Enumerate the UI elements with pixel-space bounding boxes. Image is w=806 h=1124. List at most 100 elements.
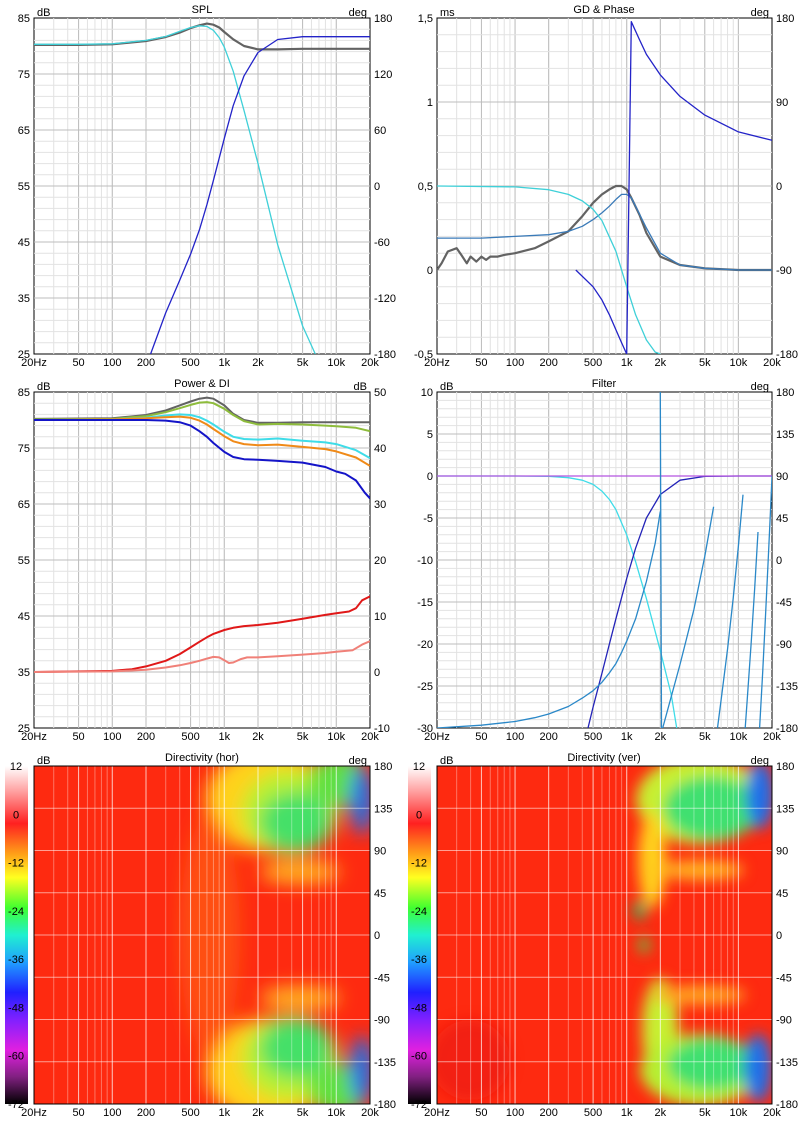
x-tick-label: 5k (297, 1107, 309, 1119)
series-line-2 (34, 25, 316, 354)
x-tick-label: 20k (763, 731, 781, 743)
x-tick-label: 500 (181, 731, 199, 743)
directivity-hor-colorbar (5, 766, 28, 1104)
y2-tick-label: -120 (374, 293, 396, 305)
series-line-4 (437, 511, 661, 728)
y-tick-label: 55 (18, 555, 30, 567)
y2-tick-label: 90 (776, 471, 788, 483)
y2-tick-label: 45 (776, 513, 788, 525)
y2-tick-label: 0 (374, 930, 380, 942)
power-di-series (34, 396, 370, 673)
series-line-2 (34, 401, 370, 433)
y-tick-label: 85 (18, 13, 30, 25)
x-tick-label: 1k (218, 357, 230, 369)
x-tick-label: 20k (361, 357, 379, 369)
y-tick-label: 45 (18, 237, 30, 249)
y2-tick-label: -45 (776, 972, 792, 984)
x-tick-label: 5k (297, 357, 309, 369)
series-line-6 (662, 506, 715, 728)
x-tick-label: 5k (699, 1107, 711, 1119)
x-tick-label: 20k (361, 731, 379, 743)
y-tick-label: 35 (18, 667, 30, 679)
y-tick-label: -25 (417, 681, 433, 693)
x-tick-label: 1k (621, 357, 633, 369)
y2-tick-label: -60 (374, 237, 390, 249)
colorbar-tick-label: 12 (413, 761, 425, 773)
y2-tick-label: 135 (776, 803, 794, 815)
directivity-ver-right-unit: deg (751, 755, 769, 767)
series-line-3 (437, 185, 661, 354)
y2-tick-label: 40 (374, 443, 386, 455)
y-tick-label: 45 (18, 611, 30, 623)
y2-tick-label: -45 (776, 597, 792, 609)
spl-panel: 20Hz 50 100 200 500 1k 2k 5k 10k 20k 25 35 45 55 65 75 8… (18, 4, 396, 369)
y2-tick-label: 0 (374, 667, 380, 679)
y2-tick-label: 45 (374, 888, 386, 900)
x-tick-label: 10k (730, 1107, 748, 1119)
y-tick-label: 5 (427, 429, 433, 441)
x-tick-label: 50 (475, 1107, 487, 1119)
x-tick-label: 100 (103, 1107, 121, 1119)
y2-tick-label: 180 (776, 761, 794, 773)
x-tick-label: 5k (297, 731, 309, 743)
x-tick-label: 20k (361, 1107, 379, 1119)
y2-tick-label: -135 (776, 681, 798, 693)
y2-tick-label: -135 (776, 1057, 798, 1069)
x-tick-label: 100 (506, 731, 524, 743)
y-tick-label: 65 (18, 125, 30, 137)
y2-tick-label: 60 (374, 125, 386, 137)
x-tick-label: 10k (730, 357, 748, 369)
filter-ticks: 20Hz 50 100 200 500 1k 2k 5k 10k 20k-30-25-20-15-… (417, 387, 798, 743)
gd-phase-right-unit: deg (751, 7, 769, 19)
colorbar-tick-label: -36 (411, 954, 427, 966)
directivity-hor-panel: 20Hz 50 100 200 500 1k 2k 5k 10k 20k-180 -135 -90 -4… (5, 752, 396, 1119)
x-tick-label: 50 (72, 731, 84, 743)
y-tick-label: 10 (421, 387, 433, 399)
y2-tick-label: -90 (374, 1015, 390, 1027)
x-tick-label: 500 (584, 357, 602, 369)
y2-tick-label: -90 (776, 265, 792, 277)
gd-phase-title: GD & Phase (573, 4, 634, 16)
x-tick-label: 10k (730, 731, 748, 743)
x-tick-label: 20k (763, 1107, 781, 1119)
directivity-hor-right-unit: deg (349, 755, 367, 767)
spl-right-unit: deg (349, 7, 367, 19)
series-line-5 (34, 419, 370, 500)
x-tick-label: 200 (137, 357, 155, 369)
y2-tick-label: -10 (374, 723, 390, 735)
x-tick-label: 500 (181, 1107, 199, 1119)
directivity-hor-grid (34, 766, 370, 1104)
y2-tick-label: -90 (776, 639, 792, 651)
y2-tick-label: -135 (374, 1057, 396, 1069)
colorbar-tick-label: -72 (411, 1099, 427, 1111)
series-line-4 (34, 415, 370, 467)
y2-tick-label: -45 (374, 972, 390, 984)
y-tick-label: 55 (18, 181, 30, 193)
colorbar-tick-label: -72 (8, 1099, 24, 1111)
y2-tick-label: 90 (374, 846, 386, 858)
colorbar-tick-label: -60 (8, 1051, 24, 1063)
x-tick-label: 50 (72, 357, 84, 369)
power-di-right-unit: dB (354, 381, 367, 393)
y2-tick-label: 20 (374, 555, 386, 567)
x-tick-label: 20Hz (21, 357, 47, 369)
gd-phase-panel: 20Hz 50 100 200 500 1k 2k 5k 10k 20k -0,5 0 0,5 1 1,5 -… (414, 4, 798, 369)
colorbar-tick-label: 0 (416, 809, 422, 821)
x-tick-label: 200 (137, 1107, 155, 1119)
x-tick-label: 10k (327, 731, 345, 743)
series-line-5 (659, 392, 663, 728)
y2-tick-label: -180 (374, 1099, 396, 1111)
series-line-2 (437, 193, 772, 271)
x-tick-label: 1k (621, 731, 633, 743)
x-tick-label: 500 (584, 1107, 602, 1119)
y-tick-label: 1,5 (418, 13, 433, 25)
filter-title: Filter (592, 378, 617, 390)
y2-tick-label: -180 (776, 723, 798, 735)
y2-tick-label: -180 (374, 349, 396, 361)
x-tick-label: 50 (475, 357, 487, 369)
x-tick-label: 10k (327, 357, 345, 369)
spl-series (34, 22, 370, 354)
x-tick-label: 20Hz (424, 731, 450, 743)
series-line-3 (149, 36, 370, 354)
